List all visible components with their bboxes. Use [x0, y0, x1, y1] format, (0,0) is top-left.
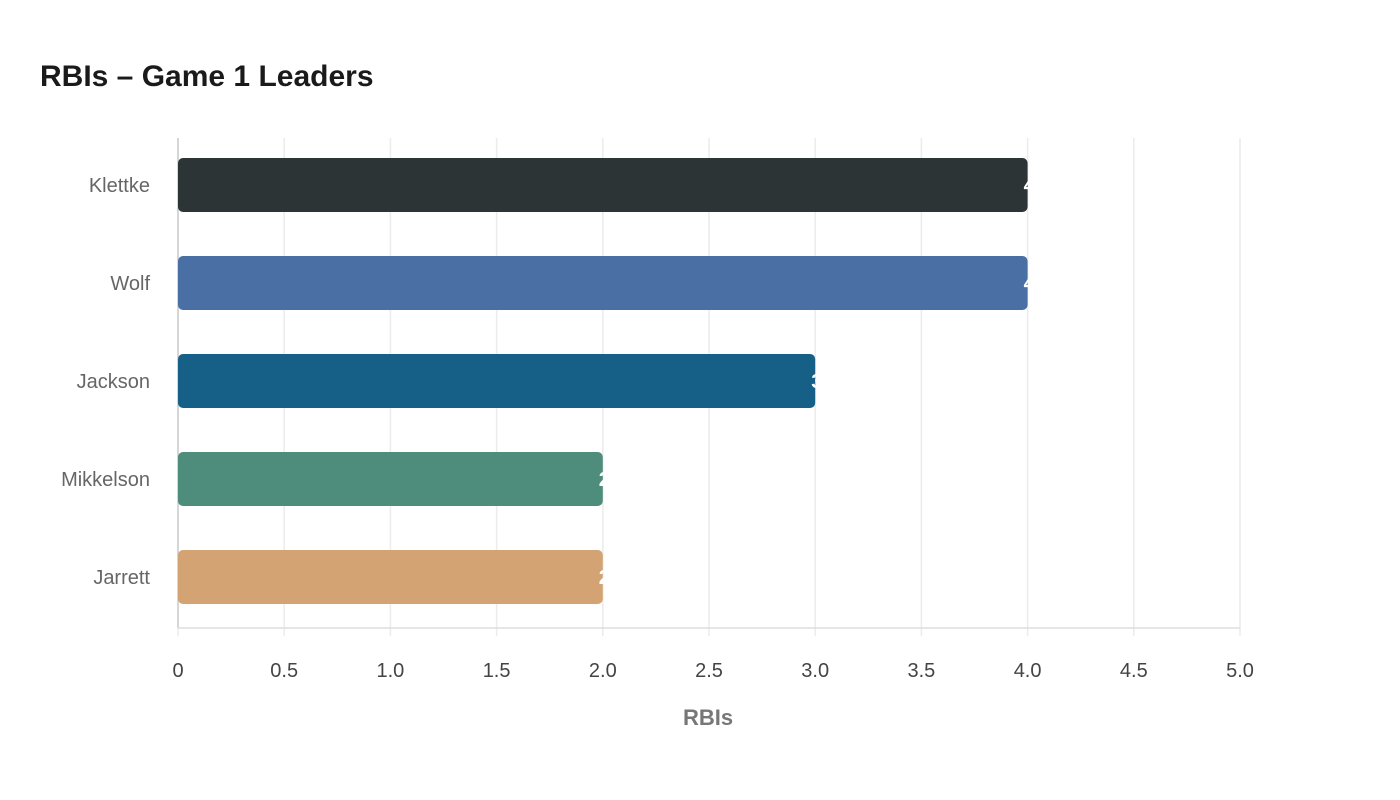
bar-mikkelson [178, 452, 603, 506]
x-tick-label: 2.5 [695, 660, 723, 682]
data-label: 2 [599, 567, 610, 589]
data-label: 4 [1024, 175, 1036, 197]
x-tick-label: 4.5 [1120, 660, 1148, 682]
y-tick-label: Jackson [77, 371, 150, 393]
x-tick-label: 5.0 [1226, 660, 1254, 682]
y-tick-label: Jarrett [93, 567, 150, 589]
x-tick-label: 3.0 [801, 660, 829, 682]
data-label: 2 [599, 469, 610, 491]
x-tick-label: 0.5 [270, 660, 298, 682]
x-tick-label: 2.0 [589, 660, 617, 682]
bar-jackson [178, 354, 816, 408]
bar-jarrett [178, 550, 603, 604]
chart-title: RBIs – Game 1 Leaders [40, 60, 374, 93]
y-tick-label: Mikkelson [61, 469, 150, 491]
y-tick-label: Klettke [89, 175, 150, 197]
x-tick-label: 4.0 [1014, 660, 1042, 682]
x-axis-title: RBIs [683, 705, 733, 730]
x-tick-label: 0 [172, 660, 183, 682]
x-tick-label: 1.0 [376, 660, 404, 682]
bar-wolf [178, 256, 1028, 310]
y-tick-label: Wolf [110, 273, 150, 295]
bar-klettke [178, 158, 1028, 212]
data-label: 4 [1024, 273, 1036, 295]
x-tick-label: 3.5 [907, 660, 935, 682]
x-tick-label: 1.5 [483, 660, 511, 682]
data-label: 3 [811, 371, 822, 393]
